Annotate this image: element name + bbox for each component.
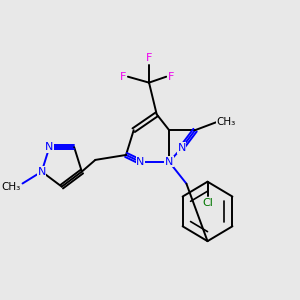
Text: CH₃: CH₃ — [2, 182, 21, 192]
Text: F: F — [146, 53, 152, 63]
Text: F: F — [120, 72, 126, 82]
Text: N: N — [136, 157, 145, 167]
Text: Cl: Cl — [202, 199, 213, 208]
Text: N: N — [45, 142, 54, 152]
Text: F: F — [168, 72, 174, 82]
Text: N: N — [177, 143, 186, 153]
Text: N: N — [38, 167, 46, 177]
Text: N: N — [165, 157, 173, 167]
Text: CH₃: CH₃ — [216, 117, 236, 127]
